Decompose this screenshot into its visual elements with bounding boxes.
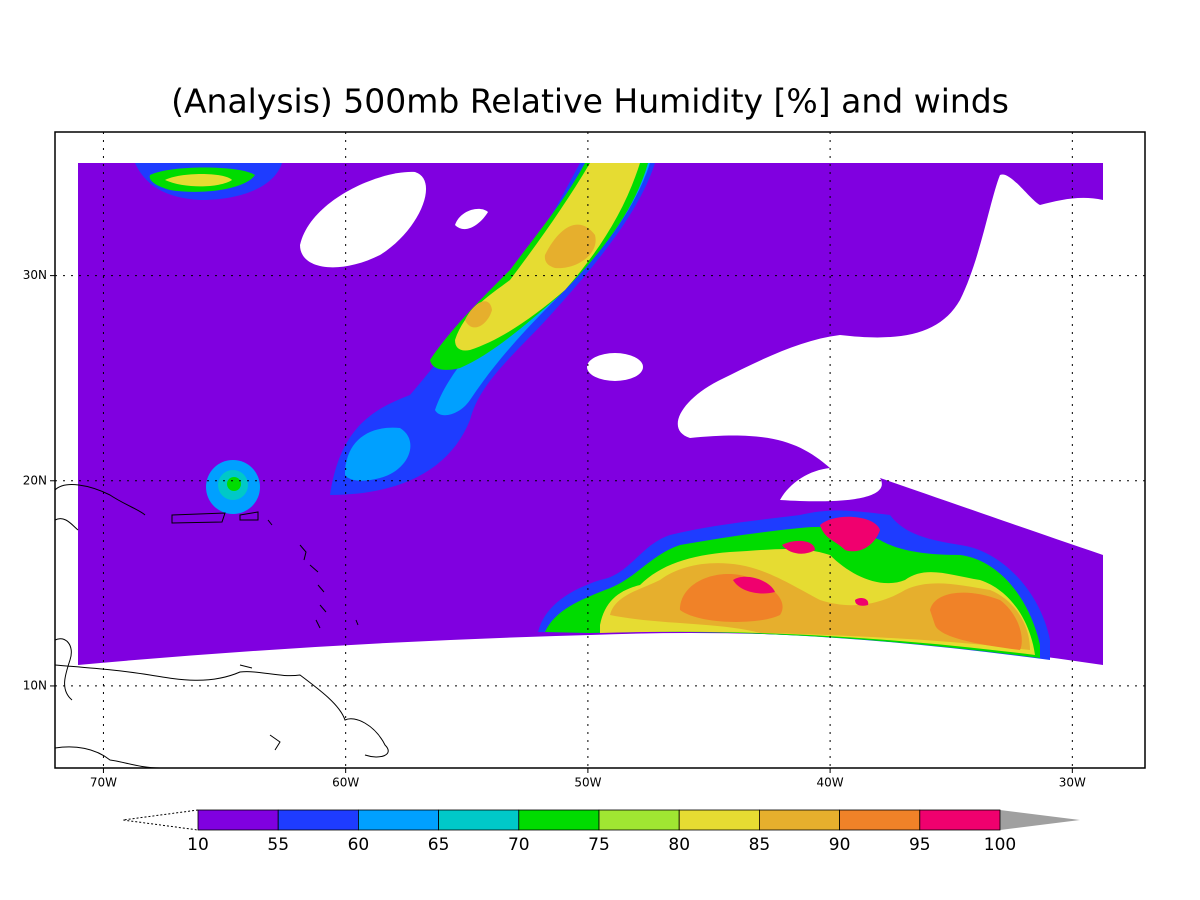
- humidity-field: [78, 163, 1103, 665]
- x-tick-label: 30W: [1059, 776, 1086, 790]
- y-tick-label: 30N: [23, 268, 47, 282]
- colorbar-label: 55: [267, 835, 289, 855]
- missing-region: [587, 353, 643, 381]
- colorbar-box: [839, 809, 921, 831]
- colorbar-label: 85: [749, 835, 771, 855]
- field-region: [227, 477, 241, 491]
- colorbar-label: 10: [187, 835, 209, 855]
- field-region: [465, 224, 596, 328]
- map-frame: [54, 131, 1146, 769]
- colorbar-box: [518, 809, 600, 831]
- coastline: [54, 638, 389, 769]
- colorbar-box: [598, 809, 680, 831]
- colorbar-label: 100: [984, 835, 1016, 855]
- y-tick-label: 20N: [23, 473, 47, 487]
- colorbar-label: 75: [588, 835, 610, 855]
- colorbar-box: [919, 809, 1001, 831]
- missing-region: [455, 208, 488, 230]
- colorbar-label: 90: [829, 835, 851, 855]
- x-tick-label: 70W: [90, 776, 117, 790]
- coastline: [54, 484, 259, 531]
- colorbar-label: 65: [428, 835, 450, 855]
- colorbar-box: [678, 809, 760, 831]
- coastlines: [54, 484, 389, 769]
- colorbar-label: 80: [668, 835, 690, 855]
- x-tick-label: 60W: [332, 776, 359, 790]
- colorbar-label: 60: [348, 835, 370, 855]
- colorbar-box: [438, 809, 520, 831]
- colorbar-box: [759, 809, 841, 831]
- field-region: [733, 516, 880, 606]
- colorbar-over: [1000, 810, 1080, 830]
- title: (Analysis) 500mb Relative Humidity [%] a…: [171, 82, 1009, 121]
- colorbar: 10 55 60 65 70 75 80 85 90 95 100: [122, 809, 1080, 855]
- x-tick-label: 50W: [574, 776, 601, 790]
- missing-region: [677, 174, 1103, 555]
- missing-region: [300, 171, 427, 268]
- x-tick-label: 40W: [817, 776, 844, 790]
- colorbar-box: [277, 809, 359, 831]
- colorbar-box: [357, 809, 439, 831]
- colorbar-label: 95: [909, 835, 931, 855]
- field-region: [165, 174, 232, 187]
- colorbar-label: 70: [508, 835, 530, 855]
- y-tick-label: 10N: [23, 678, 47, 692]
- colorbar-under: [122, 809, 199, 831]
- colorbar-box: [197, 809, 279, 831]
- grid: [50, 132, 1145, 773]
- coastline: [267, 519, 359, 629]
